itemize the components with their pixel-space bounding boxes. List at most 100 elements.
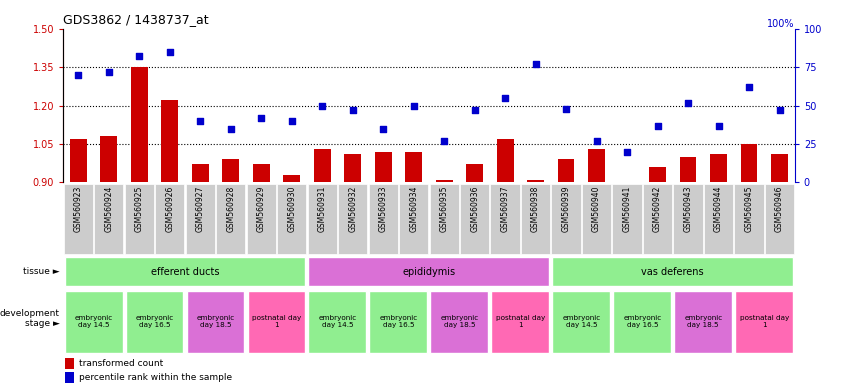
Text: GSM560931: GSM560931 xyxy=(318,185,326,232)
FancyBboxPatch shape xyxy=(246,184,276,254)
FancyBboxPatch shape xyxy=(369,291,427,353)
Point xyxy=(711,122,725,129)
Bar xyxy=(65,372,74,382)
Text: GSM560945: GSM560945 xyxy=(744,185,754,232)
FancyBboxPatch shape xyxy=(309,257,549,286)
FancyBboxPatch shape xyxy=(582,184,611,254)
Text: GSM560942: GSM560942 xyxy=(653,185,662,232)
FancyBboxPatch shape xyxy=(186,184,215,254)
FancyBboxPatch shape xyxy=(553,257,793,286)
Text: GSM560926: GSM560926 xyxy=(166,185,174,232)
Text: GSM560933: GSM560933 xyxy=(378,185,388,232)
Text: embryonic
day 16.5: embryonic day 16.5 xyxy=(135,315,173,328)
Text: GSM560935: GSM560935 xyxy=(440,185,448,232)
Bar xyxy=(649,167,666,182)
Bar xyxy=(65,358,74,369)
FancyBboxPatch shape xyxy=(491,291,549,353)
Text: GSM560934: GSM560934 xyxy=(410,185,418,232)
FancyBboxPatch shape xyxy=(552,184,581,254)
FancyBboxPatch shape xyxy=(430,184,459,254)
FancyBboxPatch shape xyxy=(309,291,367,353)
Point xyxy=(255,115,268,121)
Text: GSM560946: GSM560946 xyxy=(775,185,784,232)
Text: postnatal day
1: postnatal day 1 xyxy=(251,315,301,328)
FancyBboxPatch shape xyxy=(764,184,794,254)
Bar xyxy=(192,164,209,182)
Bar xyxy=(436,180,452,182)
Point xyxy=(133,53,146,60)
FancyBboxPatch shape xyxy=(704,184,733,254)
Text: vas deferens: vas deferens xyxy=(642,266,704,277)
Point xyxy=(773,107,786,113)
Text: embryonic
day 14.5: embryonic day 14.5 xyxy=(319,315,357,328)
Bar xyxy=(222,159,239,182)
FancyBboxPatch shape xyxy=(277,184,306,254)
Text: embryonic
day 18.5: embryonic day 18.5 xyxy=(197,315,235,328)
Point xyxy=(681,99,695,106)
Point xyxy=(499,95,512,101)
Text: epididymis: epididymis xyxy=(402,266,456,277)
Point xyxy=(559,106,573,112)
FancyBboxPatch shape xyxy=(368,184,398,254)
Point xyxy=(102,69,115,75)
Text: postnatal day
1: postnatal day 1 xyxy=(495,315,545,328)
FancyBboxPatch shape xyxy=(613,291,671,353)
Text: embryonic
day 18.5: embryonic day 18.5 xyxy=(685,315,722,328)
Point xyxy=(743,84,756,90)
FancyBboxPatch shape xyxy=(674,184,703,254)
Bar xyxy=(558,159,574,182)
FancyBboxPatch shape xyxy=(65,257,305,286)
Point xyxy=(590,138,603,144)
Text: GDS3862 / 1438737_at: GDS3862 / 1438737_at xyxy=(63,13,209,26)
FancyBboxPatch shape xyxy=(65,291,123,353)
Point xyxy=(163,49,177,55)
Bar xyxy=(344,154,361,182)
Text: GSM560937: GSM560937 xyxy=(500,185,510,232)
Text: GSM560930: GSM560930 xyxy=(288,185,296,232)
Bar xyxy=(771,154,788,182)
Text: GSM560943: GSM560943 xyxy=(684,185,692,232)
Text: GSM560924: GSM560924 xyxy=(104,185,114,232)
Point xyxy=(315,103,329,109)
Point xyxy=(407,103,420,109)
Text: GSM560925: GSM560925 xyxy=(135,185,144,232)
Point xyxy=(377,126,390,132)
FancyBboxPatch shape xyxy=(734,184,764,254)
Text: embryonic
day 14.5: embryonic day 14.5 xyxy=(563,315,600,328)
FancyBboxPatch shape xyxy=(521,184,550,254)
Point xyxy=(437,138,451,144)
Point xyxy=(71,72,85,78)
FancyBboxPatch shape xyxy=(431,291,489,353)
Bar xyxy=(314,149,331,182)
Text: GSM560938: GSM560938 xyxy=(532,185,540,232)
Text: GSM560941: GSM560941 xyxy=(622,185,632,232)
FancyBboxPatch shape xyxy=(155,184,184,254)
Point xyxy=(651,122,664,129)
Bar xyxy=(131,67,148,182)
FancyBboxPatch shape xyxy=(247,291,305,353)
Text: GSM560936: GSM560936 xyxy=(470,185,479,232)
Text: tissue ►: tissue ► xyxy=(24,267,60,276)
Bar xyxy=(497,139,514,182)
FancyBboxPatch shape xyxy=(490,184,520,254)
Text: efferent ducts: efferent ducts xyxy=(151,266,220,277)
Text: GSM560929: GSM560929 xyxy=(257,185,266,232)
FancyBboxPatch shape xyxy=(94,184,124,254)
FancyBboxPatch shape xyxy=(124,184,154,254)
Text: 100%: 100% xyxy=(767,19,795,29)
Bar xyxy=(741,144,758,182)
Text: embryonic
day 14.5: embryonic day 14.5 xyxy=(75,315,113,328)
Bar xyxy=(161,101,178,182)
Bar xyxy=(100,136,117,182)
FancyBboxPatch shape xyxy=(612,184,642,254)
FancyBboxPatch shape xyxy=(216,184,246,254)
FancyBboxPatch shape xyxy=(553,291,611,353)
Text: transformed count: transformed count xyxy=(79,359,163,368)
Bar xyxy=(680,157,696,182)
FancyBboxPatch shape xyxy=(64,184,93,254)
Text: GSM560939: GSM560939 xyxy=(562,185,570,232)
Bar xyxy=(253,164,270,182)
FancyBboxPatch shape xyxy=(643,184,672,254)
FancyBboxPatch shape xyxy=(460,184,489,254)
Text: GSM560928: GSM560928 xyxy=(226,185,235,232)
